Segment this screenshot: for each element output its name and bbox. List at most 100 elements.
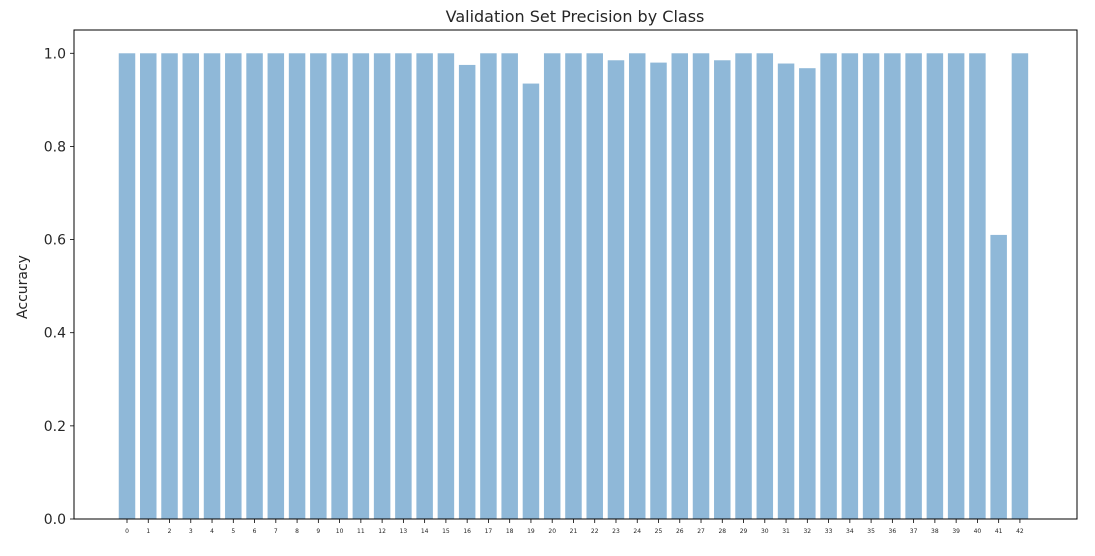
- bar-class-26: [671, 53, 689, 519]
- bar-class-8: [288, 53, 306, 519]
- x-tick-label: 5: [231, 528, 235, 535]
- x-tick-label: 27: [697, 528, 705, 535]
- x-tick-label: 20: [548, 528, 556, 535]
- x-tick-label: 41: [995, 528, 1003, 535]
- x-tick-label: 26: [676, 528, 684, 535]
- bar-class-9: [310, 53, 327, 519]
- bar-class-13: [395, 53, 412, 519]
- bar-class-30: [756, 53, 774, 519]
- bar-class-37: [905, 53, 922, 519]
- x-tick-label: 12: [378, 528, 386, 535]
- bars-group: [118, 53, 1029, 520]
- bar-class-14: [416, 53, 433, 519]
- bar-class-17: [480, 53, 497, 519]
- x-tick-label: 17: [485, 528, 493, 535]
- bar-class-22: [586, 53, 603, 519]
- x-tick-label: 28: [718, 528, 726, 535]
- x-tick-label: 39: [952, 528, 960, 535]
- y-tick-label: 0.0: [44, 512, 66, 528]
- bar-class-21: [565, 53, 582, 519]
- x-tick-label: 6: [253, 528, 257, 535]
- bar-class-42: [1011, 53, 1029, 519]
- bar-class-25: [650, 62, 667, 519]
- bar-class-29: [735, 53, 752, 519]
- x-tick-label: 24: [633, 528, 641, 535]
- bar-class-32: [799, 68, 816, 519]
- bar-class-23: [607, 60, 625, 520]
- x-tick-label: 33: [825, 528, 833, 535]
- plot-frame: [73, 29, 1078, 520]
- bar-class-41: [990, 234, 1007, 519]
- bar-class-34: [841, 53, 859, 519]
- x-tick-label: 13: [400, 528, 408, 535]
- x-tick-label: 19: [527, 528, 535, 535]
- x-tick-label: 22: [591, 528, 599, 535]
- x-tick-label: 7: [274, 528, 278, 535]
- bar-class-11: [352, 53, 370, 519]
- chart-title: Validation Set Precision by Class: [446, 7, 705, 26]
- x-tick-label: 25: [655, 528, 663, 535]
- bar-class-24: [628, 53, 646, 519]
- x-tick-label: 4: [210, 528, 214, 535]
- x-tick-label: 1: [146, 528, 150, 535]
- y-tick-label: 0.6: [44, 233, 66, 249]
- x-tick-label: 30: [761, 528, 769, 535]
- x-tick-label: 14: [421, 528, 429, 535]
- y-tick-label: 1.0: [44, 46, 66, 62]
- bar-class-3: [182, 53, 200, 519]
- x-tick-label: 10: [336, 528, 344, 535]
- x-tick-label: 29: [740, 528, 748, 535]
- x-tick-label: 23: [612, 528, 620, 535]
- bar-class-36: [884, 53, 901, 519]
- bar-class-5: [225, 53, 242, 519]
- bar-class-1: [140, 53, 157, 519]
- x-tick-label: 37: [910, 528, 918, 535]
- x-tick-label: 42: [1016, 528, 1024, 535]
- x-tick-label: 34: [846, 528, 854, 535]
- x-tick-label: 9: [316, 528, 320, 535]
- bar-class-6: [246, 53, 263, 519]
- x-tick-label: 0: [125, 528, 129, 535]
- x-tick-label: 15: [442, 528, 450, 535]
- x-tick-label: 3: [189, 528, 193, 535]
- y-tick-label: 0.4: [44, 326, 66, 342]
- bar-class-35: [862, 53, 880, 519]
- y-axis-label: Accuracy: [15, 255, 31, 319]
- bar-class-2: [161, 53, 178, 519]
- x-tick-label: 40: [974, 528, 982, 535]
- x-tick-label: 21: [570, 528, 578, 535]
- y-axis-ticks: 0.0 0.2 0.4 0.6 0.8 1.0: [44, 46, 74, 528]
- x-tick-label: 35: [867, 528, 875, 535]
- bar-class-27: [692, 53, 710, 519]
- bar-class-12: [373, 53, 391, 519]
- bar-class-39: [947, 53, 965, 519]
- x-tick-label: 16: [463, 528, 471, 535]
- bar-class-33: [820, 53, 837, 519]
- x-axis-ticks: 0 1 2 3 4 5 6 7 8 9 10 11 12 13 14 15 16 17 18 19 20 21 22 23 24…: [125, 519, 1024, 535]
- bar-class-38: [926, 53, 944, 519]
- bar-class-28: [714, 60, 731, 520]
- bar-class-4: [203, 53, 221, 519]
- bar-class-16: [458, 64, 476, 520]
- bar-class-19: [522, 83, 540, 519]
- x-tick-label: 18: [506, 528, 514, 535]
- x-tick-label: 11: [357, 528, 365, 535]
- bar-class-7: [267, 53, 285, 519]
- bar-class-10: [331, 53, 348, 519]
- bar-class-31: [777, 63, 795, 519]
- x-tick-label: 32: [803, 528, 811, 535]
- x-tick-label: 36: [889, 528, 897, 535]
- y-tick-label: 0.2: [44, 419, 66, 435]
- x-tick-label: 38: [931, 528, 939, 535]
- x-tick-label: 2: [168, 528, 172, 535]
- bar-class-20: [543, 53, 561, 519]
- bar-class-15: [437, 53, 455, 519]
- bar-class-18: [501, 53, 518, 519]
- x-tick-label: 31: [782, 528, 790, 535]
- bar-class-40: [969, 53, 986, 519]
- bar-class-0: [118, 53, 136, 519]
- y-tick-label: 0.8: [44, 139, 66, 155]
- x-tick-label: 8: [295, 528, 299, 535]
